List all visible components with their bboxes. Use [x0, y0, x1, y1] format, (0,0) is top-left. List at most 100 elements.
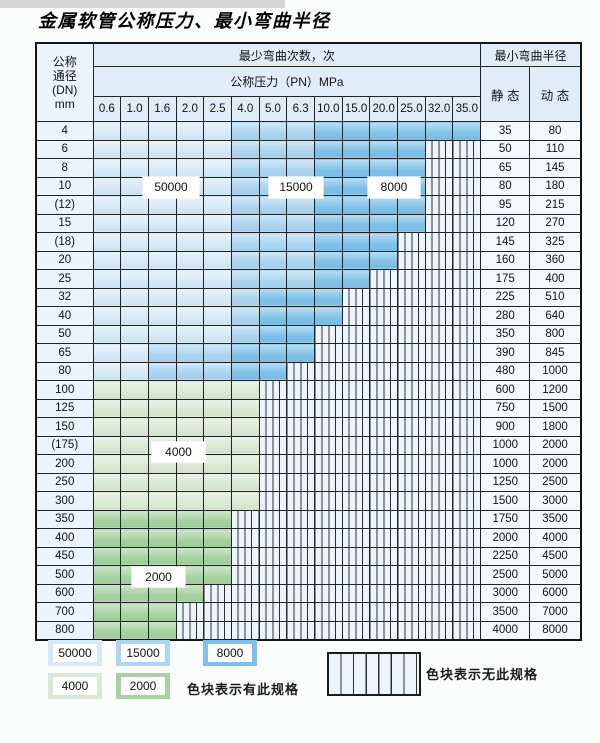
- dynamic-radius-cell: 4000: [529, 528, 582, 548]
- legend-swatch-8000-label: 8000: [208, 644, 252, 662]
- grid-cell-b1: [203, 121, 232, 141]
- dn-cell: 6: [35, 139, 94, 159]
- grid-cell-b3: [341, 250, 371, 270]
- grid-cell-h: [424, 565, 454, 585]
- grid-cell-b1: [120, 232, 149, 252]
- region-label-2000: 2000: [132, 567, 185, 587]
- grid-cell-h: [397, 435, 426, 455]
- pressure-col-header: 4.0: [230, 96, 260, 122]
- grid-cell-h: [424, 454, 454, 474]
- grid-cell-b1: [175, 158, 205, 178]
- grid-cell-b2: [286, 269, 315, 289]
- static-radius-cell: 1000: [480, 435, 531, 455]
- grid-cell-b1: [120, 139, 149, 159]
- static-radius-cell: 2000: [480, 528, 531, 548]
- dynamic-radius-cell: 4500: [529, 546, 582, 566]
- dynamic-radius-cell: 110: [529, 139, 582, 159]
- grid-cell-b3: [369, 213, 399, 233]
- grid-cell-h: [424, 195, 454, 215]
- grid-cell-g1: [92, 454, 122, 474]
- grid-cell-g2: [147, 528, 177, 548]
- grid-cell-h: [286, 565, 315, 585]
- grid-cell-h: [341, 343, 371, 363]
- grid-cell-g1: [175, 491, 205, 511]
- grid-cell-g1: [175, 417, 205, 437]
- grid-cell-b2: [258, 121, 288, 141]
- grid-cell-h: [203, 583, 232, 603]
- grid-cell-g1: [120, 417, 149, 437]
- grid-cell-b2: [203, 361, 232, 381]
- grid-cell-b1: [203, 232, 232, 252]
- grid-cell-b1: [92, 195, 122, 215]
- grid-cell-h: [397, 324, 426, 344]
- grid-cell-b3: [314, 139, 343, 159]
- grid-cell-b2: [230, 158, 260, 178]
- grid-cell-h: [286, 361, 315, 381]
- grid-cell-b3: [314, 158, 343, 178]
- grid-cell-h: [286, 435, 315, 455]
- grid-cell-h: [286, 546, 315, 566]
- table-row: 65 390 845: [35, 343, 582, 363]
- grid-cell-h: [452, 380, 482, 400]
- grid-cell-b3: [341, 269, 371, 289]
- grid-cell-h: [341, 583, 371, 603]
- static-radius-cell: 3500: [480, 602, 531, 622]
- dn-cell: 150: [35, 417, 94, 437]
- grid-cell-g2: [147, 583, 177, 603]
- grid-cell-h: [369, 509, 399, 529]
- spec-table: 公称 通径 (DN) mm 最少弯曲次数，次 最小弯曲半径 公称压力（PN）MP…: [35, 42, 582, 641]
- grid-cell-h: [369, 287, 399, 307]
- grid-cell-h: [341, 472, 371, 492]
- dn-cell: 600: [35, 583, 94, 603]
- grid-cell-g2: [92, 583, 122, 603]
- grid-cell-h: [286, 528, 315, 548]
- grid-cell-b1: [175, 232, 205, 252]
- grid-cell-b1: [120, 306, 149, 326]
- grid-cell-h: [397, 620, 426, 641]
- static-radius-cell: 900: [480, 417, 531, 437]
- grid-cell-g1: [175, 380, 205, 400]
- grid-cell-h: [397, 361, 426, 381]
- dynamic-radius-cell: 7000: [529, 602, 582, 622]
- grid-cell-h: [314, 435, 343, 455]
- static-radius-cell: 3000: [480, 583, 531, 603]
- grid-cell-h: [369, 380, 399, 400]
- grid-cell-h: [341, 361, 371, 381]
- grid-cell-h: [369, 269, 399, 289]
- grid-cell-b3: [314, 269, 343, 289]
- grid-cell-h: [452, 324, 482, 344]
- grid-cell-g1: [147, 472, 177, 492]
- pressure-col-header: 35.0: [452, 96, 482, 122]
- grid-cell-b3: [397, 139, 426, 159]
- grid-cell-b2: [175, 343, 205, 363]
- grid-cell-b2: [203, 343, 232, 363]
- grid-cell-g2: [203, 528, 232, 548]
- table-row: 150 900 1800: [35, 417, 582, 437]
- grid-cell-b1: [147, 250, 177, 270]
- grid-cell-h: [230, 602, 260, 622]
- dn-cell: 100: [35, 380, 94, 400]
- grid-cell-g1: [120, 398, 149, 418]
- grid-cell-g1: [203, 491, 232, 511]
- grid-cell-b2: [258, 213, 288, 233]
- grid-cell-h: [424, 139, 454, 159]
- grid-cell-b2: [286, 121, 315, 141]
- dynamic-radius-cell: 360: [529, 250, 582, 270]
- static-radius-cell: 160: [480, 250, 531, 270]
- grid-cell-g2: [92, 546, 122, 566]
- grid-cell-b3: [314, 232, 343, 252]
- grid-cell-g1: [120, 491, 149, 511]
- grid-cell-h: [397, 602, 426, 622]
- grid-cell-b3: [286, 306, 315, 326]
- grid-cell-h: [397, 417, 426, 437]
- grid-cell-b1: [120, 176, 149, 196]
- grid-cell-g2: [175, 509, 205, 529]
- grid-cell-b1: [147, 269, 177, 289]
- grid-cell-b3: [341, 139, 371, 159]
- grid-cell-h: [452, 139, 482, 159]
- grid-cell-b2: [230, 195, 260, 215]
- grid-cell-g2: [92, 509, 122, 529]
- grid-cell-b1: [203, 269, 232, 289]
- grid-cell-b1: [203, 213, 232, 233]
- legend-swatch-2000-label: 2000: [121, 677, 165, 695]
